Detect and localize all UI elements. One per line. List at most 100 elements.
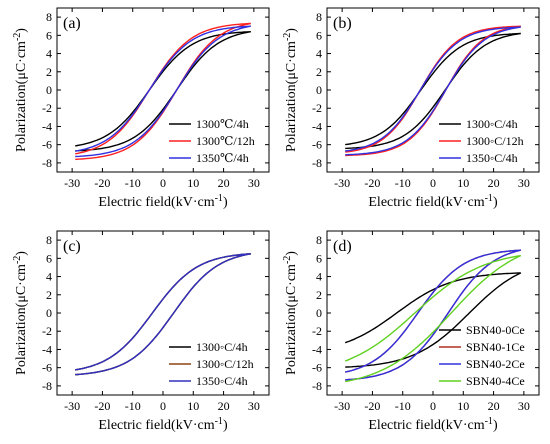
y-tick-label: 0 xyxy=(46,83,52,97)
legend-label: 1300◦C/12h xyxy=(196,357,254,371)
x-tick-label: -30 xyxy=(334,399,350,413)
series-line-3 xyxy=(75,253,251,376)
x-tick-label: 30 xyxy=(518,399,530,413)
y-axis-title: Polarization(μC·cm-2) xyxy=(12,251,29,375)
y-tick-label: -2 xyxy=(312,101,322,115)
x-tick-label: -10 xyxy=(395,399,411,413)
series-line-3 xyxy=(345,249,521,381)
y-tick-label: -8 xyxy=(312,156,322,170)
panel-label: (c) xyxy=(63,238,81,255)
y-tick-label: 6 xyxy=(316,28,322,42)
y-tick-label: 0 xyxy=(316,83,322,97)
x-tick-label: -10 xyxy=(125,399,141,413)
legend-label: 1300◦C/4h xyxy=(196,340,248,354)
y-tick-label: -6 xyxy=(42,138,52,152)
series-line-1 xyxy=(75,31,251,152)
y-tick-label: 6 xyxy=(316,251,322,265)
x-tick-label: -20 xyxy=(364,176,380,190)
legend-label: 1350℃/4h xyxy=(196,151,249,165)
x-tick-label: 20 xyxy=(218,176,230,190)
x-tick-label: -10 xyxy=(395,176,411,190)
x-tick-label: -30 xyxy=(64,399,80,413)
x-axis-title: Electric field(kV·cm-1) xyxy=(98,193,228,210)
series-line-3 xyxy=(75,25,251,158)
x-axis-title: Electric field(kV·cm-1) xyxy=(368,193,498,210)
x-tick-label: -10 xyxy=(125,176,141,190)
y-tick-label: 4 xyxy=(46,270,52,284)
x-tick-label: 20 xyxy=(488,176,500,190)
y-tick-label: 0 xyxy=(316,306,322,320)
y-tick-label: -8 xyxy=(312,379,322,393)
x-tick-label: 0 xyxy=(430,399,436,413)
y-tick-label: 0 xyxy=(46,306,52,320)
x-tick-label: 10 xyxy=(457,176,469,190)
x-axis-title: Electric field(kV·cm-1) xyxy=(98,416,228,433)
x-axis-title: Electric field(kV·cm-1) xyxy=(368,416,498,433)
legend-label: 1350◦C/4h xyxy=(466,151,518,165)
y-tick-label: -4 xyxy=(312,342,322,356)
y-axis-title: Polarization(μC·cm-2) xyxy=(282,251,299,375)
y-tick-label: -6 xyxy=(312,361,322,375)
y-tick-label: -8 xyxy=(42,156,52,170)
series-line-3 xyxy=(345,26,521,156)
legend-label: 1300℃/12h xyxy=(196,134,255,148)
x-tick-label: -20 xyxy=(364,399,380,413)
y-axis-title: Polarization(μC·cm-2) xyxy=(12,28,29,152)
y-tick-label: 4 xyxy=(316,47,322,61)
x-tick-label: 0 xyxy=(160,176,166,190)
y-tick-label: 6 xyxy=(46,251,52,265)
panel-label: (b) xyxy=(333,15,352,32)
y-tick-label: -4 xyxy=(42,342,52,356)
y-tick-label: 8 xyxy=(46,10,52,24)
y-tick-label: -4 xyxy=(312,119,322,133)
y-tick-label: 2 xyxy=(46,288,52,302)
x-tick-label: 10 xyxy=(187,399,199,413)
legend-label: 1300℃/4h xyxy=(196,117,249,131)
legend-label: SBN40-0Ce xyxy=(466,323,525,337)
legend-label: SBN40-1Ce xyxy=(466,340,525,354)
y-tick-label: 8 xyxy=(316,10,322,24)
y-tick-label: -2 xyxy=(312,324,322,338)
y-tick-label: 8 xyxy=(46,233,52,247)
x-tick-label: -20 xyxy=(94,399,110,413)
y-tick-label: 6 xyxy=(46,28,52,42)
legend-label: 1350◦C/4h xyxy=(196,374,248,388)
y-tick-label: 4 xyxy=(46,47,52,61)
y-tick-label: -4 xyxy=(42,119,52,133)
y-tick-label: 2 xyxy=(316,65,322,79)
x-tick-label: 20 xyxy=(218,399,230,413)
y-tick-label: -6 xyxy=(42,361,52,375)
x-tick-label: 10 xyxy=(457,399,469,413)
x-tick-label: -30 xyxy=(64,176,80,190)
series-line-1 xyxy=(344,272,522,368)
legend-label: SBN40-2Ce xyxy=(466,357,525,371)
panel-label: (a) xyxy=(63,15,81,32)
x-tick-label: 30 xyxy=(248,176,260,190)
y-tick-label: -8 xyxy=(42,379,52,393)
legend-label: 1300◦C/12h xyxy=(466,134,524,148)
x-tick-label: -20 xyxy=(94,176,110,190)
x-tick-label: 30 xyxy=(518,176,530,190)
x-tick-label: 30 xyxy=(248,399,260,413)
x-tick-label: 0 xyxy=(430,176,436,190)
y-tick-label: 8 xyxy=(316,233,322,247)
y-tick-label: -2 xyxy=(42,101,52,115)
y-tick-label: -2 xyxy=(42,324,52,338)
x-tick-label: 10 xyxy=(187,176,199,190)
series-line-1 xyxy=(345,32,521,150)
y-tick-label: 2 xyxy=(316,288,322,302)
series-line-4 xyxy=(344,254,522,383)
y-axis-title: Polarization(μC·cm-2) xyxy=(282,28,299,152)
legend-label: 1300◦C/4h xyxy=(466,117,518,131)
panel-label: (d) xyxy=(333,238,352,255)
x-tick-label: 0 xyxy=(160,399,166,413)
y-tick-label: 4 xyxy=(316,270,322,284)
x-tick-label: -30 xyxy=(334,176,350,190)
y-tick-label: -6 xyxy=(312,138,322,152)
legend-label: SBN40-4Ce xyxy=(466,374,525,388)
